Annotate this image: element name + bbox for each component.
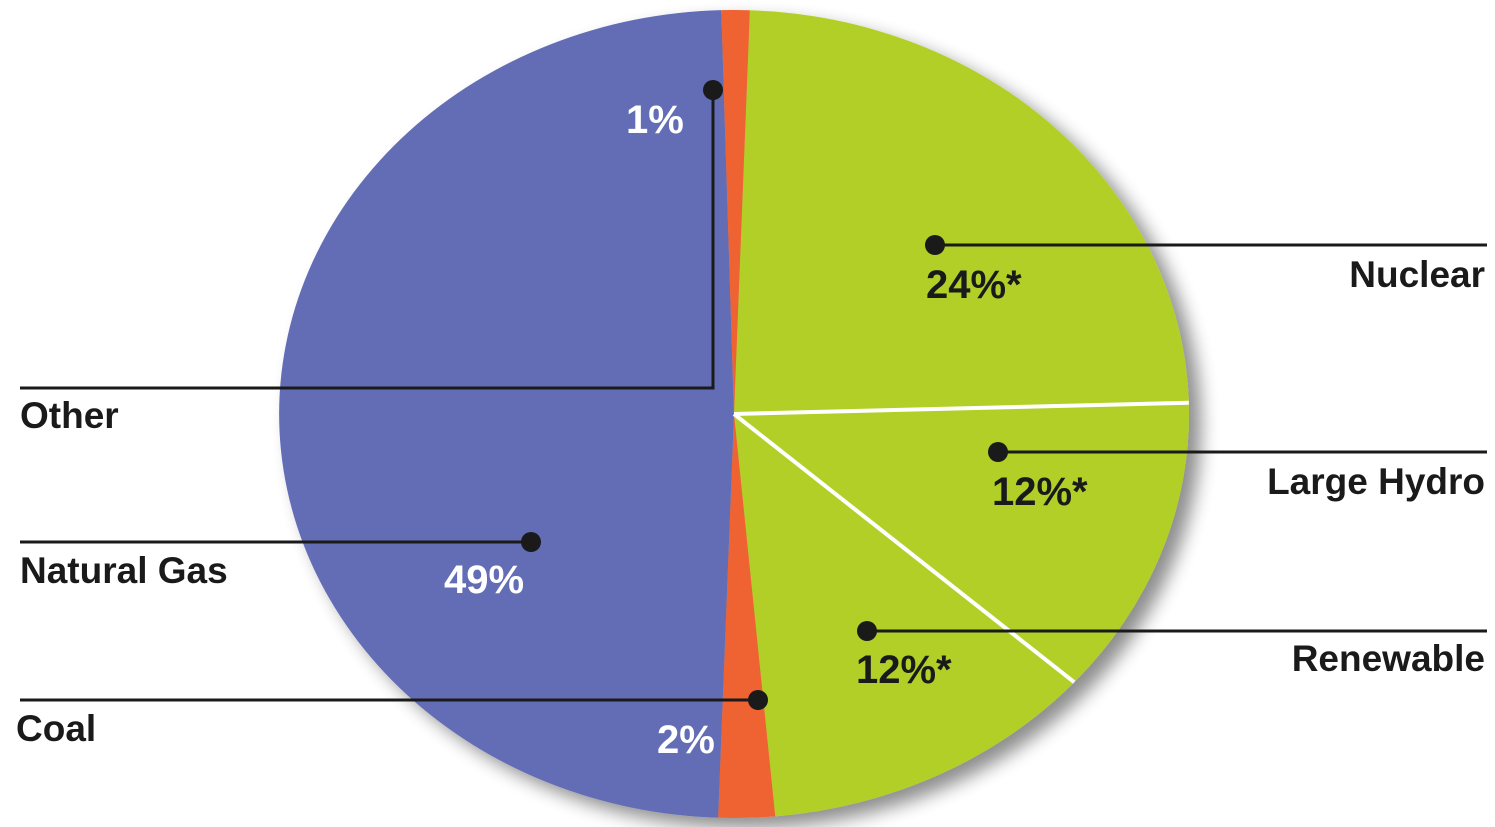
pie-slices — [279, 10, 1189, 818]
slice-divider-renewable — [732, 412, 1076, 684]
pie-slice-coal — [718, 414, 776, 818]
category-label-other: Other — [20, 395, 119, 436]
value-label-natural-gas: 49% — [444, 558, 524, 602]
pie-slice-renewable — [734, 414, 1075, 817]
slice-dividers — [732, 400, 1189, 684]
value-label-nuclear: 24%* — [926, 263, 1022, 307]
value-label-other: 1% — [626, 98, 684, 142]
slice-divider-large-hydro — [733, 400, 1189, 416]
leader-dot-other — [703, 80, 723, 100]
pie-slice-large-hydro — [734, 402, 1189, 683]
leader-dots — [521, 80, 1008, 710]
leader-lines — [20, 90, 1487, 702]
category-label-coal: Coal — [16, 708, 96, 749]
leader-dot-coal — [748, 690, 768, 710]
value-label-coal: 2% — [657, 718, 715, 762]
leader-dot-natural-gas — [521, 532, 541, 552]
pie-slice-nuclear — [734, 10, 1189, 414]
leader-dot-large-hydro — [988, 442, 1008, 462]
value-label-renewable: 12%* — [856, 648, 952, 692]
category-label-large-hydro: Large Hydro — [1267, 461, 1485, 502]
leader-dot-nuclear — [925, 235, 945, 255]
category-label-nuclear: Nuclear — [1349, 254, 1485, 295]
pie-slice-natural-gas — [279, 10, 734, 818]
leader-dot-renewable — [857, 621, 877, 641]
pie-slice-other — [721, 10, 750, 415]
leader-line-other — [20, 90, 715, 390]
category-label-renewable: Renewable — [1292, 638, 1485, 679]
category-label-natural-gas: Natural Gas — [20, 550, 228, 591]
value-label-large-hydro: 12%* — [992, 470, 1088, 514]
